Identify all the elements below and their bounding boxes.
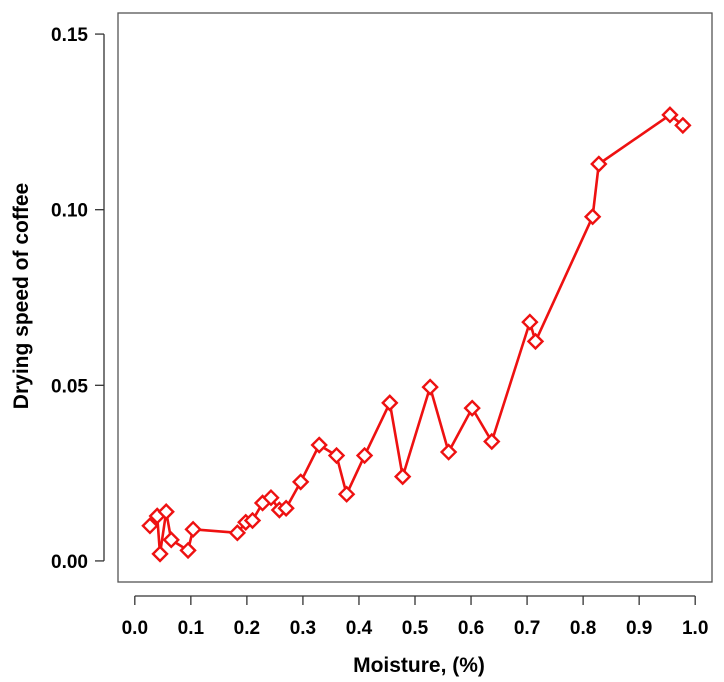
data-point-marker [583,208,602,226]
data-point-marker [463,399,481,417]
x-tick-label: 0.1 [178,618,205,639]
y-tick-label: 0.10 [51,201,88,222]
x-axis: 0.0 0.1 0.2 0.3 0.4 0.5 0.6 0.7 0.8 0.9 1.0 [122,595,708,639]
plot-area-frame [117,12,713,583]
data-point-marker [310,436,328,454]
data-point-marker [243,511,262,530]
data-point-marker [355,446,374,465]
series-line [148,113,684,556]
data-point-marker [661,106,679,124]
y-axis-title: Drying speed of coffee [10,183,33,409]
data-point-marker [526,332,545,351]
data-point-marker [262,489,280,507]
x-tick-label: 0.7 [514,618,540,639]
x-axis-title: Moisture, (%) [353,654,485,677]
x-tick-label: 0.0 [122,618,148,639]
data-point-marker [277,499,295,517]
data-point-marker [151,545,169,563]
data-point-marker [141,517,159,535]
data-point-marker [521,313,539,331]
x-tick-label: 0.5 [402,618,429,639]
y-tick-label: 0.00 [51,552,88,573]
x-tick-label: 0.6 [458,618,484,639]
data-point-marker [291,473,310,491]
data-point-marker [337,485,356,503]
data-point-marker [179,541,197,560]
data-series [141,106,692,563]
x-tick-label: 0.2 [234,618,260,639]
data-point-marker [421,378,439,396]
x-tick-label: 0.9 [626,618,652,639]
y-tick-label: 0.05 [51,376,88,397]
data-point-marker [393,467,412,486]
x-tick-label: 0.8 [570,618,596,639]
data-point-marker [439,443,458,461]
y-axis: 0.00 0.05 0.10 0.15 [51,25,105,573]
x-tick-label: 0.3 [290,618,316,639]
x-tick-label: 0.4 [346,618,373,639]
data-point-marker [162,531,180,549]
data-point-marker [184,520,202,539]
data-point-marker [674,116,692,135]
y-tick-label: 0.15 [51,25,88,46]
data-point-marker [483,432,501,451]
data-point-marker [327,446,346,465]
data-point-marker [590,155,608,173]
data-point-marker [157,503,175,521]
x-tick-label: 1.0 [682,618,708,639]
data-point-marker [228,524,247,542]
data-point-marker [381,394,399,412]
